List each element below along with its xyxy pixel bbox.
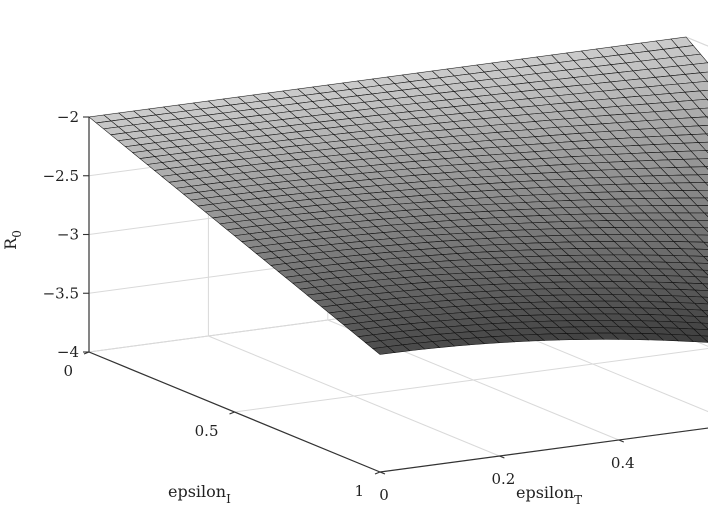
surface-patch — [693, 302, 708, 311]
surface-patch — [689, 197, 708, 206]
x-axis-label-subscript: T — [574, 493, 582, 507]
y-axis-label: epsilonI — [168, 482, 231, 506]
z-tick-label: −4 — [57, 343, 79, 361]
surface-patch — [698, 125, 708, 135]
x-tick-mark — [499, 455, 505, 459]
surface-patch — [688, 241, 708, 250]
z-tick-label: −3.5 — [43, 284, 79, 302]
z-tick-label: −2.5 — [43, 167, 79, 185]
gridline-y-floor — [379, 427, 708, 473]
z-tick-label: −2 — [57, 108, 79, 126]
surface-patch — [692, 62, 708, 74]
surface-patch — [701, 309, 708, 317]
y-tick-mark — [374, 471, 381, 475]
surface-patch — [696, 220, 708, 229]
surface-patch — [687, 269, 708, 278]
surface-patch — [694, 262, 708, 271]
surface-patch — [700, 335, 708, 343]
surface-patch — [699, 89, 708, 100]
surface-patch — [697, 158, 708, 167]
surface-patch — [693, 328, 708, 337]
y-tick-label: 0.5 — [195, 422, 219, 440]
surface-patch — [685, 334, 708, 343]
surface-patch — [701, 283, 708, 290]
z-axis-label-name: R — [1, 237, 20, 250]
surface-patch — [704, 166, 708, 170]
x-axis-line — [379, 427, 708, 473]
x-tick-label: 0.2 — [491, 470, 515, 488]
x-tick-label: 0 — [379, 486, 389, 504]
y-tick-label: 0 — [63, 362, 73, 380]
surface-patch — [705, 150, 708, 154]
surface-patch — [694, 289, 708, 298]
surface-patch — [691, 98, 708, 109]
gridline-y-floor — [234, 348, 708, 413]
z-tick-label: −3 — [57, 226, 79, 244]
surface-patch — [688, 212, 708, 221]
x-tick-mark — [379, 471, 386, 475]
surface-patch — [687, 255, 708, 264]
surface-patch — [698, 107, 708, 118]
surface-patch — [696, 205, 708, 214]
surface-patch — [693, 315, 708, 324]
surface-patch — [690, 150, 708, 160]
x-axis-label-name: epsilon — [516, 483, 574, 502]
y-axis-label-subscript: I — [226, 492, 231, 506]
surface-patch — [703, 212, 708, 218]
surface-patch — [702, 255, 708, 262]
surface-patch — [698, 141, 708, 151]
z-axis-label: R0 — [1, 230, 24, 250]
z-axis-label-subscript: 0 — [10, 230, 24, 238]
surface-patch — [703, 227, 708, 233]
y-tick-mark — [229, 411, 235, 415]
surface-patch — [691, 80, 708, 92]
surface-mesh — [88, 36, 708, 355]
y-tick-mark — [83, 351, 90, 355]
y-tick-label: 1 — [354, 482, 364, 500]
x-axis-label: epsilonT — [516, 483, 582, 507]
surface-patch — [686, 282, 708, 291]
surface-patch — [686, 296, 708, 305]
surface-patch — [688, 227, 708, 236]
surface-patch — [700, 322, 708, 330]
surface-patch — [690, 166, 708, 176]
surface-patch — [699, 71, 708, 82]
surface-patch — [691, 116, 708, 127]
surface-patch — [695, 234, 708, 243]
surface-patch — [689, 182, 708, 191]
surface-patch — [704, 182, 708, 186]
surface-patch — [695, 248, 708, 257]
surface-patch — [694, 276, 708, 285]
x-tick-mark — [618, 439, 625, 443]
surface-patch — [701, 296, 708, 303]
axes — [83, 116, 708, 475]
x-tick-label: 0.4 — [611, 454, 635, 472]
surface-patch — [704, 197, 708, 202]
surface-patch — [690, 133, 708, 143]
surface-patch — [703, 241, 708, 247]
y-axis-label-name: epsilon — [168, 482, 226, 501]
